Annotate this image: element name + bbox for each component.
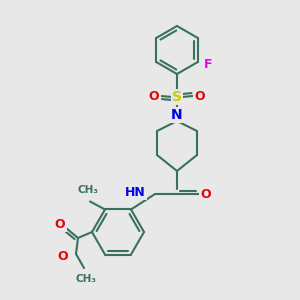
Text: O: O xyxy=(195,89,205,103)
Text: F: F xyxy=(203,58,212,70)
Text: O: O xyxy=(149,89,159,103)
Text: O: O xyxy=(201,188,211,200)
Text: S: S xyxy=(172,90,182,104)
Text: HN: HN xyxy=(125,185,146,199)
Text: O: O xyxy=(57,250,68,262)
Text: CH₃: CH₃ xyxy=(77,185,98,196)
Text: O: O xyxy=(55,218,65,230)
Text: CH₃: CH₃ xyxy=(76,274,97,284)
Text: N: N xyxy=(171,108,183,122)
